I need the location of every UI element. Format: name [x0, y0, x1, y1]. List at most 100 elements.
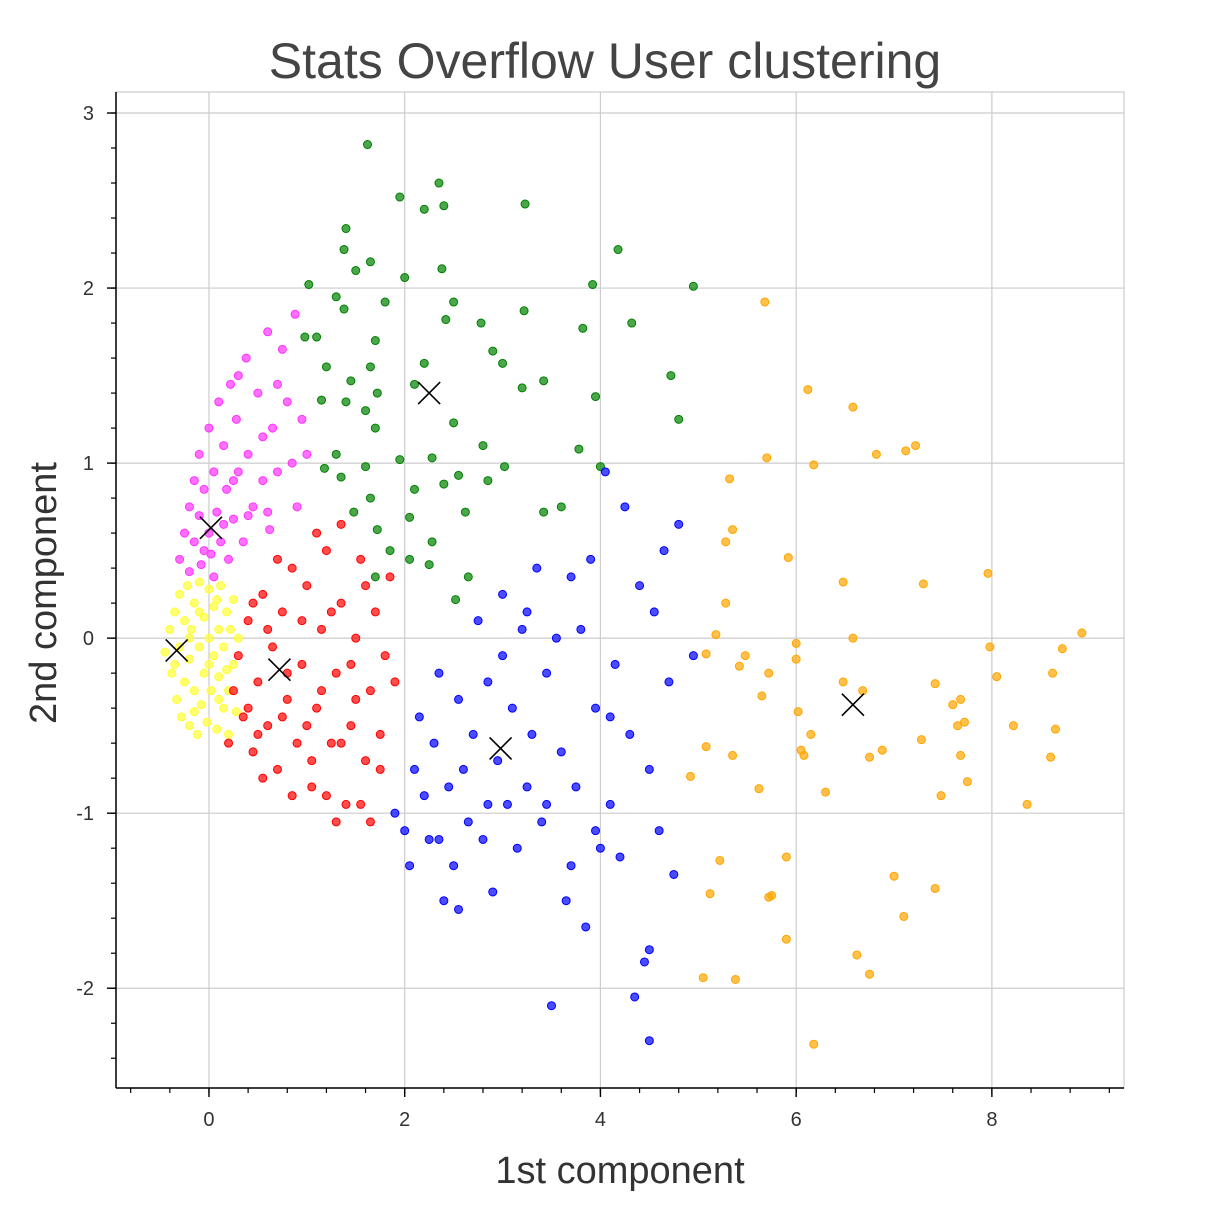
cluster-2-point	[226, 379, 236, 389]
cluster-4-point	[591, 392, 601, 402]
cluster-3-point	[272, 554, 282, 564]
cluster-5-point	[409, 764, 419, 774]
cluster-3-point	[224, 738, 234, 748]
cluster-4-point	[370, 423, 380, 433]
axis-layer: 0 2 4 6 8 -2 -1 0 1 2 3	[76, 92, 1124, 1131]
cluster-2-point	[189, 476, 199, 486]
cluster-4-point	[419, 358, 429, 368]
cluster-4-point	[460, 507, 470, 517]
points-layer	[160, 140, 1087, 1049]
cluster-4-point	[434, 178, 444, 188]
cluster-3-point	[390, 677, 400, 687]
cluster-1-point	[194, 642, 204, 652]
cluster-1-point	[202, 717, 212, 727]
centroid-stroke	[199, 516, 223, 540]
cluster-6-point	[803, 385, 813, 395]
centroid-marker	[489, 736, 513, 760]
cluster-3-point	[282, 668, 292, 678]
cluster-3-point	[312, 703, 322, 713]
cluster-5-point	[625, 729, 635, 739]
cluster-1-point	[204, 633, 214, 643]
cluster-2-point	[253, 388, 263, 398]
y-tick-label: 3	[83, 103, 94, 125]
cluster-3-point	[351, 694, 361, 704]
cluster-4-point	[365, 493, 375, 503]
cluster-5-point	[630, 992, 640, 1002]
cluster-2-point	[184, 502, 194, 512]
cluster-6-point	[889, 871, 899, 881]
cluster-4-point	[341, 397, 351, 407]
cluster-4-point	[321, 362, 331, 372]
cluster-6-point	[730, 974, 740, 984]
cluster-6-point	[767, 890, 777, 900]
cluster-3-point	[356, 799, 366, 809]
cluster-1-point	[182, 581, 192, 591]
cluster-1-point	[226, 624, 236, 634]
cluster-3-point	[336, 519, 346, 529]
cluster-5-point	[664, 677, 674, 687]
cluster-1-point	[170, 659, 180, 669]
cluster-5-point	[468, 729, 478, 739]
cluster-5-point	[405, 861, 415, 871]
cluster-5-point	[434, 834, 444, 844]
centroid-stroke	[489, 736, 513, 760]
cluster-4-point	[463, 572, 473, 582]
cluster-5-point	[600, 467, 610, 477]
cluster-1-point	[192, 729, 202, 739]
cluster-6-point	[734, 661, 744, 671]
cluster-6-point	[959, 717, 969, 727]
cluster-5-point	[571, 782, 581, 792]
cluster-6-point	[760, 297, 770, 307]
centroid-stroke	[841, 693, 865, 717]
cluster-6-point	[806, 729, 816, 739]
cluster-5-point	[517, 624, 527, 634]
cluster-2-point	[224, 554, 234, 564]
cluster-2-point	[302, 449, 312, 459]
cluster-6-point	[1022, 799, 1032, 809]
cluster-1-point	[172, 694, 182, 704]
cluster-6-point	[948, 700, 958, 710]
cluster-5-point	[439, 896, 449, 906]
cluster-3-point	[248, 598, 258, 608]
cluster-2-point	[231, 414, 241, 424]
cluster-5-point	[546, 1001, 556, 1011]
cluster-6-point	[956, 694, 966, 704]
cluster-2-point	[258, 432, 268, 442]
centroid-stroke	[267, 658, 291, 682]
cluster-6-point	[848, 633, 858, 643]
cluster-4-point	[519, 306, 529, 316]
cluster-4-point	[483, 476, 493, 486]
cluster-1-point	[165, 624, 175, 634]
cluster-5-point	[498, 651, 508, 661]
cluster-2-point	[292, 502, 302, 512]
cluster-4-point	[666, 371, 676, 381]
cluster-4-point	[351, 266, 361, 276]
cluster-4-point	[427, 453, 437, 463]
cluster-1-point	[180, 616, 190, 626]
cluster-3-point	[317, 624, 327, 634]
cluster-6-point	[858, 686, 868, 696]
cluster-1-point	[194, 607, 204, 617]
cluster-1-point	[170, 607, 180, 617]
cluster-3-point	[341, 799, 351, 809]
cluster-4-point	[331, 449, 341, 459]
cluster-2-point	[263, 327, 273, 337]
cluster-6-point	[701, 649, 711, 659]
cluster-6-point	[871, 449, 881, 459]
cluster-6-point	[725, 474, 735, 484]
cluster-4-point	[437, 264, 447, 274]
cluster-1-point	[204, 659, 214, 669]
cluster-5-point	[649, 607, 659, 617]
cluster-5-point	[542, 668, 552, 678]
cluster-5-point	[556, 747, 566, 757]
cluster-6-point	[936, 791, 946, 801]
cluster-6-point	[877, 745, 887, 755]
cluster-1-point	[167, 668, 177, 678]
cluster-5-point	[419, 791, 429, 801]
cluster-4-point	[574, 444, 584, 454]
x-tick-label: 4	[595, 1109, 606, 1131]
cluster-6-point	[848, 402, 858, 412]
centroid-marker	[267, 658, 291, 682]
cluster-5-point	[615, 852, 625, 862]
